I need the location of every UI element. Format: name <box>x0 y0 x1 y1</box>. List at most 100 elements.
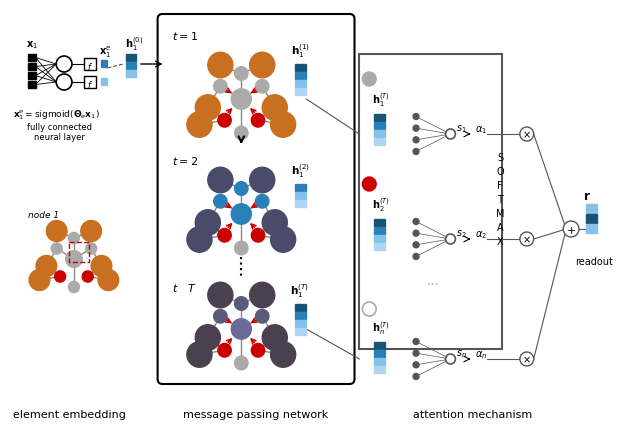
Circle shape <box>231 89 252 110</box>
Circle shape <box>56 75 72 91</box>
Text: $\mathbf{h}_1^{(0)}$: $\mathbf{h}_1^{(0)}$ <box>125 35 143 53</box>
Circle shape <box>271 227 296 253</box>
Text: $\mathbf{h}_2^{(T)}$: $\mathbf{h}_2^{(T)}$ <box>372 196 390 214</box>
Bar <box>296 328 307 335</box>
Circle shape <box>262 210 287 236</box>
Circle shape <box>262 95 287 121</box>
Circle shape <box>250 168 275 193</box>
Circle shape <box>563 221 579 237</box>
Circle shape <box>271 112 296 138</box>
Bar <box>28 64 36 71</box>
Text: ...: ... <box>427 273 440 287</box>
Circle shape <box>187 342 212 368</box>
Circle shape <box>91 256 112 277</box>
Text: element embedding: element embedding <box>13 409 125 419</box>
Circle shape <box>235 68 248 81</box>
Text: readout: readout <box>575 256 612 266</box>
Text: attention mechanism: attention mechanism <box>413 409 532 419</box>
Circle shape <box>218 344 231 357</box>
Circle shape <box>235 182 248 196</box>
Circle shape <box>214 195 227 209</box>
Circle shape <box>231 319 252 339</box>
Bar <box>374 342 385 349</box>
Circle shape <box>262 325 287 350</box>
Bar <box>586 214 596 224</box>
Circle shape <box>413 242 419 248</box>
Bar <box>296 184 307 191</box>
Bar <box>296 312 307 319</box>
Circle shape <box>362 302 376 316</box>
Circle shape <box>46 221 67 242</box>
Circle shape <box>208 53 233 79</box>
Text: $\times$: $\times$ <box>522 355 531 365</box>
Text: $\times$: $\times$ <box>522 235 531 245</box>
Bar <box>126 63 136 70</box>
Circle shape <box>235 356 248 370</box>
Text: $t \quad T$: $t \quad T$ <box>172 281 197 293</box>
Bar <box>28 55 36 62</box>
Circle shape <box>56 57 72 73</box>
Text: $f$: $f$ <box>86 60 93 71</box>
Circle shape <box>413 126 419 132</box>
Circle shape <box>68 282 79 293</box>
Bar <box>360 55 502 349</box>
Bar <box>296 65 307 72</box>
Text: fully connected: fully connected <box>27 123 92 132</box>
Circle shape <box>271 342 296 368</box>
Circle shape <box>54 271 66 283</box>
Text: $\alpha_2$: $\alpha_2$ <box>475 228 486 240</box>
Circle shape <box>208 168 233 193</box>
Circle shape <box>231 204 252 225</box>
Bar <box>296 73 307 80</box>
Bar <box>374 115 385 122</box>
Circle shape <box>235 297 248 311</box>
Circle shape <box>250 283 275 308</box>
Circle shape <box>68 233 79 244</box>
Text: $\mathbf{x}_1$: $\mathbf{x}_1$ <box>26 39 38 51</box>
Text: neural layer: neural layer <box>34 133 84 141</box>
Circle shape <box>208 283 233 308</box>
Circle shape <box>445 234 456 244</box>
Circle shape <box>51 243 62 254</box>
Text: $t=1$: $t=1$ <box>172 30 198 42</box>
Text: $+$: $+$ <box>566 224 576 236</box>
Circle shape <box>86 243 97 254</box>
Circle shape <box>413 149 419 155</box>
Circle shape <box>413 254 419 260</box>
Circle shape <box>195 210 220 236</box>
Circle shape <box>187 112 212 138</box>
Bar <box>84 77 95 89</box>
Bar <box>84 59 95 71</box>
Text: $\mathbf{h}_1^{(1)}$: $\mathbf{h}_1^{(1)}$ <box>291 42 310 60</box>
Text: node 1: node 1 <box>28 210 59 220</box>
Bar <box>69 243 89 263</box>
Bar <box>296 89 307 96</box>
Circle shape <box>252 114 265 128</box>
Circle shape <box>235 242 248 255</box>
Bar <box>374 350 385 357</box>
Bar <box>586 204 596 214</box>
Circle shape <box>520 352 534 366</box>
Bar <box>100 61 108 68</box>
Text: $\mathbf{h}_1^{(T)}$: $\mathbf{h}_1^{(T)}$ <box>289 282 308 299</box>
Circle shape <box>81 221 102 242</box>
Bar <box>28 73 36 80</box>
Bar <box>374 366 385 373</box>
Text: $\alpha_n$: $\alpha_n$ <box>475 348 487 360</box>
Circle shape <box>187 227 212 253</box>
Circle shape <box>255 80 269 94</box>
Circle shape <box>255 195 269 209</box>
Circle shape <box>195 325 220 350</box>
Circle shape <box>255 310 269 323</box>
Bar <box>586 224 596 233</box>
Circle shape <box>252 344 265 357</box>
Circle shape <box>413 362 419 368</box>
Bar <box>296 320 307 327</box>
Circle shape <box>445 130 456 140</box>
Circle shape <box>218 114 231 128</box>
Circle shape <box>413 219 419 225</box>
Bar <box>126 71 136 78</box>
Circle shape <box>413 350 419 356</box>
Circle shape <box>98 270 119 291</box>
Circle shape <box>36 256 57 277</box>
